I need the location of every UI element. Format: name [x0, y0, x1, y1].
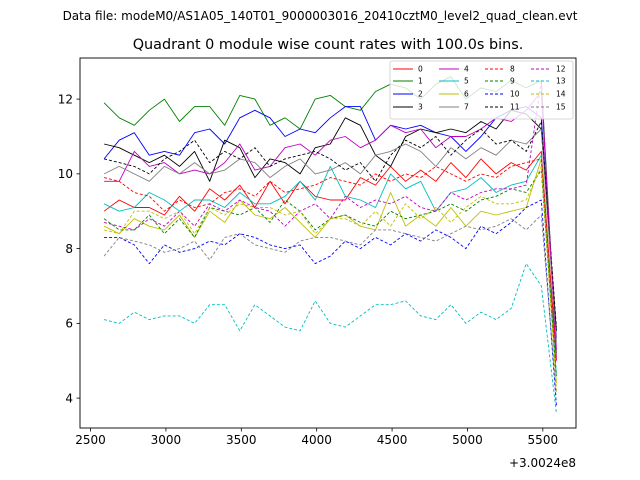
y-axis: 4 6 8 10 12: [58, 92, 80, 405]
legend-label-0: 0: [418, 65, 423, 74]
x-tick-label: 4500: [377, 433, 408, 447]
y-tick-label: 4: [65, 391, 73, 405]
x-tick-label: 4000: [301, 433, 332, 447]
legend-label-11: 11: [510, 103, 520, 112]
y-tick-label: 12: [58, 92, 73, 106]
legend-label-6: 6: [464, 90, 469, 99]
y-tick-label: 8: [65, 242, 73, 256]
legend-label-2: 2: [418, 90, 423, 99]
chart-suptitle: Data file: modeM0/AS1A05_140T01_90000030…: [63, 9, 578, 23]
x-tick-label: 2500: [75, 433, 106, 447]
x-tick-label: 5500: [528, 433, 559, 447]
series-line-11: [103, 121, 557, 328]
legend-label-13: 13: [556, 77, 566, 86]
legend-label-5: 5: [464, 77, 469, 86]
series-line-7: [103, 128, 557, 343]
series-line-12: [103, 79, 557, 361]
legend-label-7: 7: [464, 103, 469, 112]
series-line-5: [103, 154, 557, 376]
legend-label-9: 9: [510, 77, 515, 86]
legend-box: [389, 60, 574, 120]
series-line-0: [103, 150, 557, 361]
y-tick-label: 10: [58, 167, 73, 181]
legend-label-14: 14: [556, 90, 566, 99]
x-tick-label: 5000: [452, 433, 483, 447]
series-line-8: [103, 158, 557, 358]
series-line-10: [104, 199, 557, 406]
x-tick-label: 3500: [226, 433, 257, 447]
x-axis-offset-label: +3.0024e8: [509, 456, 576, 470]
legend-label-15: 15: [556, 103, 566, 112]
legend-label-4: 4: [464, 65, 469, 74]
legend-label-10: 10: [510, 90, 520, 99]
series-line-14: [103, 165, 557, 391]
series-lines: [103, 76, 557, 414]
x-tick-label: 3000: [151, 433, 182, 447]
legend-label-3: 3: [418, 103, 423, 112]
legend-label-8: 8: [510, 65, 515, 74]
series-line-2: [103, 106, 557, 339]
legend-label-12: 12: [556, 65, 566, 74]
series-line-3: [103, 109, 557, 331]
series-line-15: [103, 214, 557, 395]
series-line-13: [103, 263, 557, 414]
legend-label-1: 1: [418, 77, 423, 86]
x-axis: 2500 3000 3500 4000 4500 5000 5500: [75, 428, 558, 447]
series-line-4: [104, 91, 557, 350]
chart-title: Quadrant 0 module wise count rates with …: [133, 37, 524, 53]
axes-frame: [79, 57, 577, 429]
series-line-9: [103, 169, 557, 376]
series-line-6: [103, 158, 557, 384]
y-tick-label: 6: [65, 317, 73, 331]
